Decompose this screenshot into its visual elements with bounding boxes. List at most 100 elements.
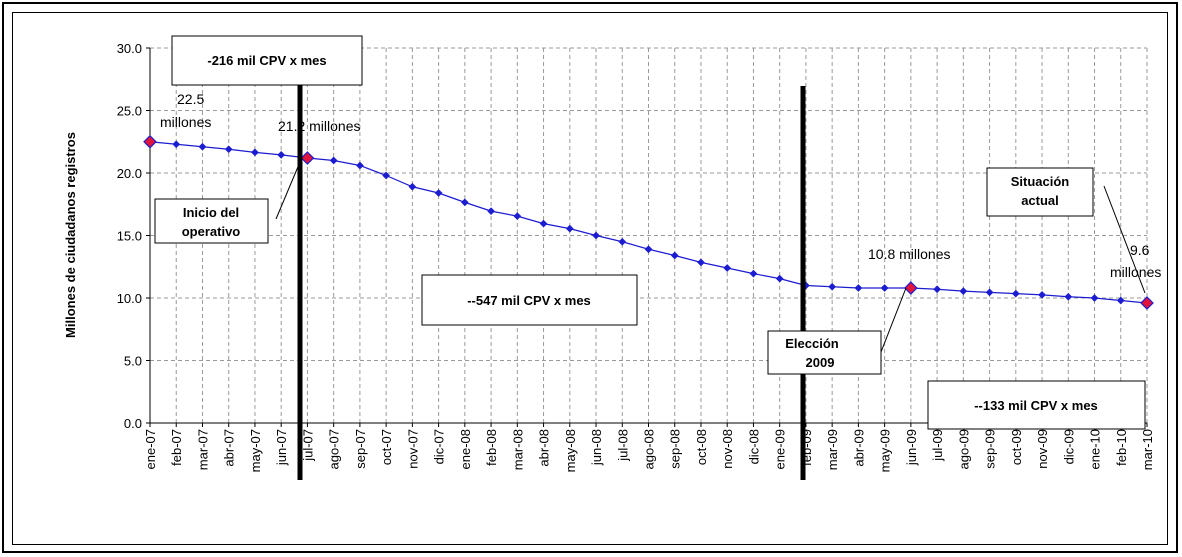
x-tick-label: mar-09 (825, 429, 840, 470)
x-tick-label: feb-10 (1114, 429, 1129, 466)
data-point (224, 145, 233, 154)
data-point (250, 148, 259, 157)
box-inicio-line1: Inicio del (183, 205, 239, 220)
pointer-eleccion (880, 287, 907, 353)
data-point (880, 284, 889, 292)
data-point (618, 237, 627, 246)
jun09-label: 10.8 millones (868, 246, 951, 262)
x-tick-label: may-08 (563, 429, 578, 472)
data-point (434, 189, 443, 197)
data-point (565, 224, 574, 233)
y-tick-labels: 0.0 5.0 10.0 15.0 20.0 25.0 30.0 (117, 41, 150, 431)
x-tick-label: feb-07 (169, 429, 184, 466)
data-point (644, 245, 653, 254)
y-tick-label: 20.0 (117, 166, 142, 181)
y-tick-label: 30.0 (117, 41, 142, 56)
box-mid-text: --547 mil CPV x mes (467, 293, 591, 308)
x-tick-label: dic-08 (746, 429, 761, 464)
data-point (408, 182, 417, 191)
data-point (670, 251, 679, 260)
y-axis-label: Millones de ciudadanos registros (63, 132, 78, 338)
data-point (959, 287, 968, 296)
data-point (749, 269, 758, 278)
data-point (329, 156, 338, 165)
x-tick-label: nov-09 (1035, 429, 1050, 469)
x-tick-label: may-09 (878, 429, 893, 472)
x-tick-label: jun-09 (904, 429, 919, 466)
series-group (143, 134, 1154, 310)
box-top-text: -216 mil CPV x mes (207, 53, 326, 68)
box-situacion-line1: Situación (1011, 174, 1070, 189)
highlight-point (904, 281, 918, 295)
x-tick-label: ene-09 (773, 429, 788, 469)
box-mid (421, 274, 638, 326)
x-tick-label: abr-09 (851, 429, 866, 467)
highlight-point (1140, 296, 1154, 310)
x-tick-label: ene-10 (1088, 429, 1103, 469)
x-tick-label: may-07 (248, 429, 263, 472)
x-tick-label: sep-07 (353, 429, 368, 469)
x-tick-label: oct-08 (694, 429, 709, 465)
box-eleccion (767, 330, 882, 375)
data-point (828, 282, 837, 291)
x-tick-label: abr-07 (222, 429, 237, 467)
data-point (487, 207, 496, 216)
pointer-inicio (275, 161, 301, 220)
end-label-line1: 9.6 (1130, 242, 1150, 258)
x-tick-label: jul-09 (930, 429, 945, 462)
box-inicio-line2: operativo (182, 224, 241, 239)
pointer-situacion (1103, 185, 1146, 294)
x-tick-label: jun-08 (589, 429, 604, 466)
y-tick-label: 10.0 (117, 291, 142, 306)
data-point (1116, 296, 1125, 305)
box-bottom (927, 380, 1146, 430)
x-tick-label: feb-08 (484, 429, 499, 466)
data-point (355, 161, 364, 170)
y-tick-label: 25.0 (117, 104, 142, 119)
x-tick-label: jul-08 (615, 429, 630, 462)
jul-label: 21.2 millones (278, 118, 361, 134)
inner-frame (12, 12, 1168, 545)
data-point (513, 212, 522, 221)
box-eleccion-line1: Elección (785, 336, 839, 351)
x-tick-label: dic-09 (1061, 429, 1076, 464)
x-tick-label: nov-08 (720, 429, 735, 469)
x-tick-label: ago-09 (956, 429, 971, 469)
data-point (1011, 289, 1020, 298)
start-label-line1: 22.5 (177, 91, 204, 107)
x-tick-label: mar-07 (195, 429, 210, 470)
data-point (933, 285, 942, 294)
y-tick-label: 0.0 (124, 416, 142, 431)
x-tick-label: jun-07 (274, 429, 289, 466)
data-point (697, 258, 705, 267)
x-tick-label: abr-08 (537, 429, 552, 467)
x-tick-label: ago-07 (327, 429, 342, 469)
data-point (1090, 294, 1099, 302)
x-tick-label: oct-09 (1009, 429, 1024, 465)
data-point (723, 264, 732, 272)
box-situacion (986, 167, 1094, 217)
box-inicio (154, 198, 269, 244)
box-bottom-text: --133 mil CPV x mes (974, 398, 1098, 413)
data-point (277, 150, 286, 159)
x-tick-label: ene-08 (458, 429, 473, 469)
data-point (1064, 292, 1073, 301)
x-tick-label: dic-07 (432, 429, 447, 464)
x-tick-label: mar-08 (510, 429, 525, 470)
data-point (172, 140, 181, 149)
x-tick-label: sep-09 (983, 429, 998, 469)
data-point (198, 142, 207, 151)
y-tick-label: 5.0 (124, 354, 142, 369)
data-point (775, 274, 784, 283)
box-eleccion-line2: 2009 (806, 355, 835, 370)
highlight-point (300, 151, 315, 165)
x-tick-label: ene-07 (143, 429, 158, 469)
highlight-point (143, 134, 157, 149)
end-label-line2: millones (1110, 264, 1161, 280)
data-point (382, 171, 391, 180)
box-situacion-line2: actual (1021, 193, 1059, 208)
x-tick-label: nov-07 (405, 429, 420, 469)
x-tick-label: jul-07 (300, 429, 315, 462)
